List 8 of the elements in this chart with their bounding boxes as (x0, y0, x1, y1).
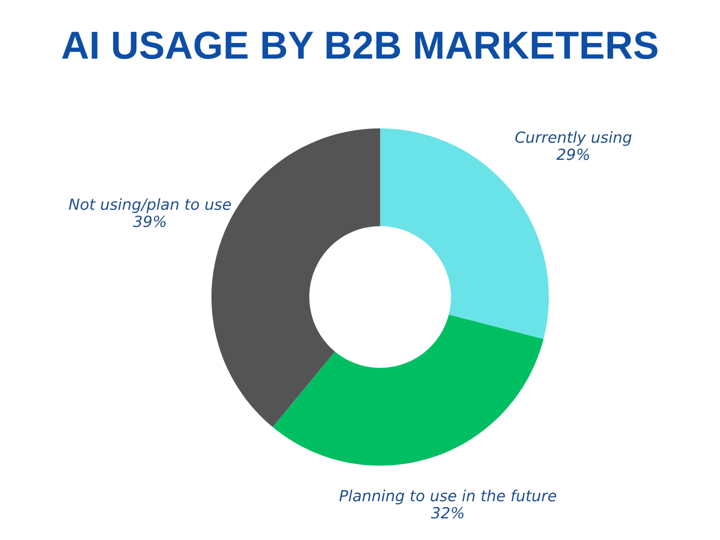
slice-label: Not using/plan to use (68, 198, 231, 213)
slice-label: Planning to use in the future (339, 490, 556, 504)
donut-slice (272, 314, 544, 466)
data-label: 32% (430, 506, 464, 519)
data-label: 39% (133, 216, 166, 228)
data-label: 29% (556, 148, 590, 160)
chart-title: AI USAGE BY B2B MARKETERS (62, 32, 658, 60)
slice-label: Currently using (515, 131, 632, 146)
